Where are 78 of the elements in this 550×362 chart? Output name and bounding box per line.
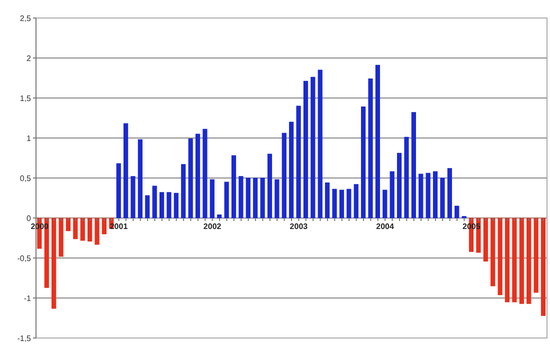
bar bbox=[346, 188, 352, 218]
bar bbox=[224, 182, 229, 218]
bar bbox=[354, 184, 358, 218]
bar bbox=[361, 106, 366, 218]
bar bbox=[166, 192, 172, 218]
bar bbox=[274, 179, 280, 218]
y-tick-label: -0,5 bbox=[17, 254, 32, 263]
bar bbox=[303, 80, 308, 218]
bar bbox=[498, 218, 502, 296]
bar bbox=[490, 218, 496, 286]
y-tick-label: 1,5 bbox=[20, 94, 32, 103]
bar bbox=[73, 218, 78, 240]
bar bbox=[94, 218, 100, 245]
y-tick-label: 0,5 bbox=[20, 174, 32, 183]
bar bbox=[397, 152, 402, 218]
bar bbox=[130, 176, 136, 218]
bar bbox=[411, 112, 416, 218]
bar bbox=[404, 136, 409, 218]
bar bbox=[426, 172, 430, 218]
bar bbox=[418, 174, 424, 218]
bar bbox=[231, 155, 236, 218]
bar bbox=[534, 218, 538, 293]
bar bbox=[195, 134, 200, 218]
bar bbox=[289, 122, 294, 218]
bar bbox=[282, 132, 286, 218]
bar bbox=[159, 192, 164, 218]
bar bbox=[174, 192, 178, 218]
bar bbox=[526, 218, 532, 304]
bar bbox=[124, 123, 128, 218]
bar bbox=[152, 186, 157, 218]
bar bbox=[80, 218, 85, 241]
bar bbox=[440, 178, 445, 218]
bar bbox=[253, 178, 258, 218]
bar bbox=[483, 218, 488, 262]
bar bbox=[390, 171, 394, 218]
bar bbox=[339, 190, 344, 218]
x-tick-label: 2002 bbox=[203, 222, 222, 231]
bar bbox=[102, 218, 107, 234]
bar bbox=[519, 218, 524, 304]
bar bbox=[368, 78, 373, 218]
bar bbox=[210, 179, 214, 218]
bar bbox=[58, 218, 64, 257]
y-tick-label: -1 bbox=[24, 294, 32, 303]
bar bbox=[512, 218, 517, 302]
bar bbox=[504, 218, 510, 302]
bar bbox=[332, 188, 337, 218]
bar bbox=[318, 70, 322, 218]
bar bbox=[246, 178, 250, 218]
bar bbox=[432, 171, 438, 218]
bar bbox=[66, 218, 71, 232]
bar bbox=[325, 182, 330, 218]
y-tick-label: -1,5 bbox=[17, 334, 32, 343]
bar bbox=[447, 168, 452, 218]
y-tick-label: 2,5 bbox=[20, 14, 32, 23]
y-tick-label: 1 bbox=[26, 134, 32, 143]
bar bbox=[375, 64, 380, 218]
bar bbox=[88, 218, 92, 242]
bar bbox=[260, 178, 265, 218]
bar bbox=[181, 164, 186, 218]
bar bbox=[202, 128, 208, 218]
bar bbox=[188, 138, 193, 218]
bar bbox=[52, 218, 56, 309]
bar bbox=[116, 163, 121, 218]
bar bbox=[238, 176, 244, 218]
bar bbox=[310, 76, 316, 218]
bar bbox=[540, 218, 546, 316]
y-tick-label: 2 bbox=[26, 54, 32, 63]
bar bbox=[382, 190, 388, 218]
x-tick-label: 2004 bbox=[376, 222, 395, 231]
bar bbox=[454, 206, 460, 218]
bar bbox=[296, 106, 301, 218]
x-tick-label: 2001 bbox=[110, 222, 128, 231]
bar bbox=[267, 154, 272, 218]
bar bbox=[145, 195, 150, 218]
y-tick-label: 0 bbox=[26, 214, 32, 223]
x-tick-label: 2003 bbox=[290, 222, 308, 231]
bar bbox=[217, 214, 222, 218]
bar bbox=[138, 139, 142, 218]
